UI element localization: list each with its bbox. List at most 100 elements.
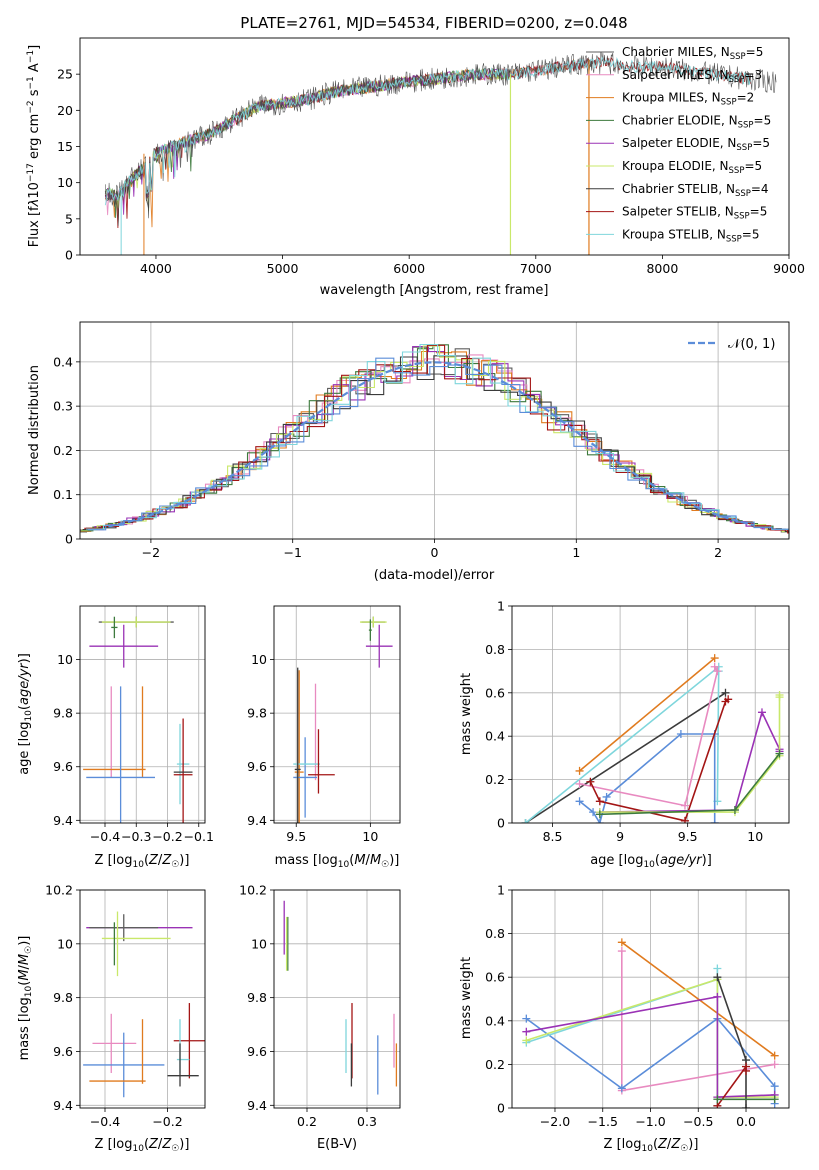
weight-point-marker bbox=[595, 810, 604, 819]
p7-y-tick-label: 10 bbox=[251, 936, 267, 951]
p4-y-tick-label: 10 bbox=[251, 652, 267, 667]
p8-x-tick-label: −1.0 bbox=[635, 1114, 665, 1129]
legend-subscript: SSP bbox=[721, 98, 737, 108]
spectrum-legend-label: Chabrier STELIB, NSSP=4 bbox=[622, 182, 769, 199]
p6-frame bbox=[79, 889, 206, 1109]
p6-x-tick-label: −0.2 bbox=[152, 1114, 182, 1129]
weight-vs-z-ticks: −2.0 −1.5 −1.0 −0.5 0.0 0 0.2 0.4 0.6 0.8 1 bbox=[485, 883, 790, 1129]
p6-y-tick-label: 9.6 bbox=[53, 1044, 73, 1059]
mass-vs-ebv-x-label: E(B-V) bbox=[317, 1137, 357, 1152]
legend-ssp-count: =5 bbox=[754, 113, 772, 127]
p5-y-tick-label: 0.8 bbox=[485, 642, 505, 657]
legend-subscript: SSP bbox=[735, 189, 751, 199]
p4-background bbox=[274, 606, 400, 823]
weight-series-line bbox=[579, 666, 719, 807]
weight-point-marker bbox=[721, 688, 730, 697]
p1-x-tick-label: 4000 bbox=[140, 261, 172, 276]
spectrum-plot-area bbox=[80, 38, 789, 255]
p7-x-tick-label: 0.3 bbox=[357, 1114, 377, 1129]
weight-point-marker bbox=[770, 1051, 779, 1060]
p4-y-tick-label: 9.8 bbox=[247, 706, 267, 721]
p3-y-tick-label: 10 bbox=[57, 652, 73, 667]
mass-y-label: mass [log10(M/M☉)] bbox=[17, 936, 34, 1061]
weight-point-marker bbox=[730, 805, 739, 814]
p6-y-tick-label: 9.8 bbox=[53, 990, 73, 1005]
weight-point-marker bbox=[522, 1027, 531, 1036]
legend-ssp-count: =2 bbox=[737, 91, 755, 105]
weight-point-marker bbox=[680, 816, 689, 823]
p6-marks bbox=[83, 911, 205, 1098]
p5-x-tick-label: 10 bbox=[747, 829, 763, 844]
weight-point-marker bbox=[770, 1095, 779, 1104]
spectrum-ticks: 4000 5000 6000 7000 8000 9000 0 5 10 15 20 25 bbox=[57, 37, 805, 276]
p5-marks bbox=[521, 654, 784, 823]
weight-point-marker bbox=[742, 1066, 751, 1075]
legend-subscript: SSP bbox=[726, 234, 742, 244]
weight-point-marker bbox=[575, 766, 584, 775]
legend-subscript: SSP bbox=[729, 75, 745, 85]
weight-point-marker bbox=[710, 654, 719, 663]
weight-vs-z-y-label: mass weight bbox=[459, 957, 474, 1039]
spectrum-y-label: Flux [fλ10−17 erg cm−2 s−1 A−1] bbox=[26, 45, 42, 247]
legend-ssp-count: =5 bbox=[750, 205, 768, 219]
p5-y-tick-label: 0 bbox=[497, 816, 505, 831]
spectrum-series-kroupa-stelib bbox=[104, 56, 751, 206]
p2-marks bbox=[80, 343, 789, 534]
p1-x-tick-label: 9000 bbox=[773, 261, 805, 276]
p5-x-tick-label: 8.5 bbox=[543, 829, 563, 844]
weight-point-marker bbox=[770, 1082, 779, 1091]
weight-point-marker bbox=[713, 964, 722, 973]
p6-y-tick-label: 9.4 bbox=[53, 1098, 73, 1113]
spectrum-legend-label: Kroupa STELIB, NSSP=5 bbox=[622, 227, 760, 244]
p8-x-tick-label: −0.5 bbox=[683, 1114, 713, 1129]
legend-subscript: SSP bbox=[736, 143, 752, 153]
histogram-kroupa-stelib bbox=[86, 343, 789, 534]
age-vs-mass-ticks: 9.5 10 9.4 9.6 9.8 10 bbox=[247, 605, 401, 844]
p1-frame bbox=[79, 37, 790, 256]
legend-ssp-count: =5 bbox=[744, 159, 762, 173]
p1-y-tick-label: 25 bbox=[57, 67, 73, 82]
p7-frame bbox=[273, 889, 401, 1109]
p2-y-tick-label: 0.4 bbox=[53, 354, 73, 369]
p5-y-tick-label: 0.2 bbox=[485, 772, 505, 787]
spectrum-legend-label: Salpeter STELIB, NSSP=5 bbox=[622, 205, 767, 222]
weight-point-marker bbox=[775, 749, 784, 758]
p8-x-tick-label: 0.0 bbox=[736, 1114, 756, 1129]
spectrum-series-chabrier-stelib bbox=[105, 51, 777, 226]
weight-point-marker bbox=[575, 779, 584, 788]
weight-series-line bbox=[579, 657, 716, 772]
p8-y-tick-label: 0.4 bbox=[485, 1013, 505, 1028]
p2-x-tick-label: −2 bbox=[142, 545, 160, 560]
p5-y-tick-label: 1 bbox=[497, 599, 505, 614]
legend-ssp-count: =3 bbox=[744, 68, 762, 82]
spectrum-legend: Chabrier MILES, NSSP=5 Salpeter MILES, NS… bbox=[586, 45, 771, 244]
p1-x-tick-label: 7000 bbox=[520, 261, 552, 276]
p7-y-tick-label: 9.6 bbox=[247, 1044, 267, 1059]
legend-ssp-count: =5 bbox=[752, 136, 770, 150]
weight-point-marker bbox=[713, 667, 722, 676]
p4-x-tick-label: 9.5 bbox=[286, 829, 306, 844]
age-vs-mass-x-label: mass [log10(M/M☉)] bbox=[275, 853, 400, 870]
weight-point-marker bbox=[710, 662, 719, 671]
p3-y-tick-label: 9.6 bbox=[53, 759, 73, 774]
p1-y-tick-label: 20 bbox=[57, 103, 73, 118]
weight-point-marker bbox=[680, 801, 689, 810]
p2-x-tick-label: 2 bbox=[714, 545, 722, 560]
p2-y-tick-label: 0.3 bbox=[53, 399, 73, 414]
spectrum-legend-label: Salpeter ELODIE, NSSP=5 bbox=[622, 136, 770, 153]
p2-x-tick-label: 0 bbox=[431, 545, 439, 560]
legend-subscript: SSP bbox=[738, 120, 754, 130]
histogram-ticks: −2 −1 0 1 2 0 0.1 0.2 0.3 0.4 bbox=[53, 321, 790, 560]
p6-x-tick-label: −0.4 bbox=[90, 1114, 120, 1129]
spectrum-title: PLATE=2761, MJD=54534, FIBERID=0200, z=0… bbox=[240, 14, 627, 32]
p6-y-tick-label: 10 bbox=[57, 936, 73, 951]
p1-y-tick-label: 5 bbox=[65, 211, 73, 226]
weight-point-marker bbox=[522, 1014, 531, 1023]
p3-x-tick-label: −0.3 bbox=[121, 829, 151, 844]
p8-y-tick-label: 0.8 bbox=[485, 926, 505, 941]
p8-y-tick-label: 0.6 bbox=[485, 970, 505, 985]
p8-x-tick-label: −1.5 bbox=[588, 1114, 618, 1129]
p1-marks bbox=[104, 51, 777, 255]
